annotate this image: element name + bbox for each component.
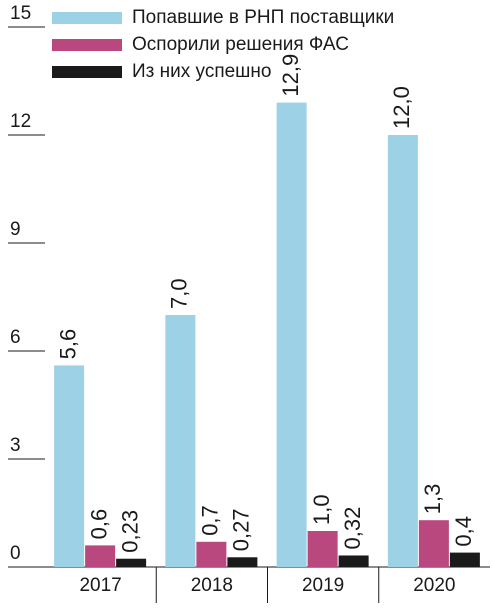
value-label: 5,6 [55, 329, 80, 360]
x-tick-label: 2019 [302, 575, 344, 596]
value-label: 1,3 [420, 484, 445, 515]
value-label: 12,9 [278, 54, 303, 97]
x-tick-label: 2020 [413, 575, 455, 596]
value-label: 0,7 [198, 505, 223, 536]
value-label: 7,0 [167, 278, 192, 309]
bar [418, 520, 449, 567]
bar [116, 558, 147, 567]
value-label: 0,4 [451, 516, 476, 547]
bar [165, 315, 196, 567]
value-label: 12,0 [389, 86, 414, 129]
bar [85, 545, 116, 567]
x-tick-label: 2018 [191, 575, 233, 596]
y-tick-label: 0 [10, 543, 21, 564]
legend-swatch [52, 12, 122, 24]
legend-label: Оспорили решения ФАС [132, 34, 349, 55]
bar [227, 557, 258, 567]
value-label: 0,32 [340, 507, 365, 550]
legend-swatch [52, 39, 122, 51]
value-label: 1,0 [309, 494, 334, 525]
bar [307, 531, 338, 567]
bar [54, 365, 85, 567]
y-tick-label: 6 [10, 327, 21, 348]
bar [338, 555, 369, 567]
bar [387, 135, 418, 567]
value-label: 0,27 [229, 508, 254, 551]
legend-swatch [52, 66, 122, 78]
y-tick-label: 3 [10, 435, 21, 456]
legend-label: Попавшие в РНП поставщики [132, 7, 394, 28]
x-tick-label: 2017 [79, 575, 121, 596]
legend-label: Из них успешно [132, 61, 271, 82]
y-tick-label: 15 [10, 3, 31, 24]
y-tick-label: 12 [10, 111, 31, 132]
y-tick-label: 9 [10, 219, 21, 240]
bar [449, 552, 480, 567]
value-label: 0,6 [86, 509, 111, 540]
bar [196, 541, 227, 567]
value-label: 0,23 [117, 510, 142, 553]
bar [276, 102, 307, 567]
